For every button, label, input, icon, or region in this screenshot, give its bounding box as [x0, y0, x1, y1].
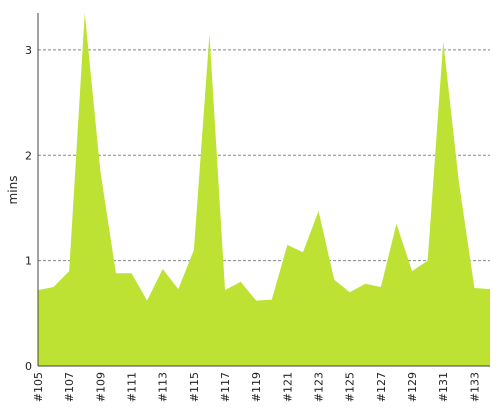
x-tick-label: #119 [250, 372, 263, 402]
x-tick-label: #113 [157, 372, 170, 402]
y-tick-label: 3 [25, 44, 32, 57]
x-tick-label: #121 [281, 372, 294, 402]
y-tick-labels: 0 1 2 3 [25, 44, 32, 373]
x-tick-label: #123 [313, 372, 326, 402]
x-tick-label: #133 [468, 372, 481, 402]
x-tick-label: #131 [437, 372, 450, 402]
x-tick-labels: #105 #107 #109 #111 #113 #115 #117 #119 #121 #123… [32, 372, 481, 402]
axes [37, 13, 490, 367]
x-tick-label: #109 [94, 372, 107, 402]
x-tick-label: #107 [63, 372, 76, 402]
y-axis-label: mins [6, 176, 20, 205]
x-tick-label: #127 [375, 372, 388, 402]
x-tick-label: #129 [406, 372, 419, 402]
x-tick-label: #117 [219, 372, 232, 402]
x-tick-label: #115 [188, 372, 201, 402]
y-tick-label: 2 [25, 149, 32, 162]
x-tick-label: #105 [32, 372, 45, 402]
x-tick-label: #125 [344, 372, 357, 402]
y-tick-label: 1 [25, 255, 32, 268]
area-fill [38, 13, 490, 366]
area-series [38, 13, 490, 366]
y-tick-label: 0 [25, 360, 32, 373]
x-tick-label: #111 [126, 372, 139, 402]
